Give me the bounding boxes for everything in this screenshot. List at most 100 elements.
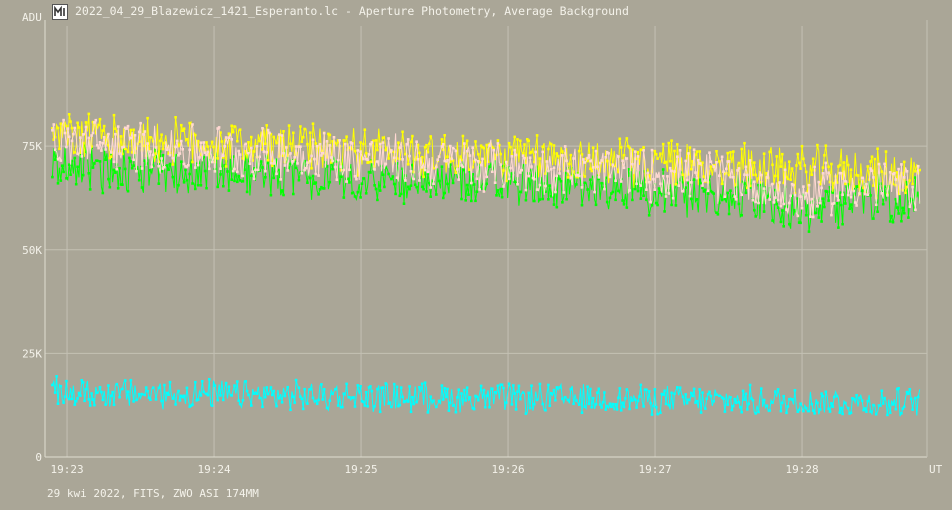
data-point xyxy=(116,187,120,190)
data-point xyxy=(55,375,58,378)
data-point xyxy=(74,182,78,186)
data-point xyxy=(670,169,673,173)
data-point xyxy=(472,183,476,186)
data-point xyxy=(893,171,896,175)
data-point xyxy=(454,149,458,153)
data-point xyxy=(320,149,323,153)
data-point xyxy=(467,193,470,196)
data-point xyxy=(528,151,532,155)
data-point xyxy=(435,165,438,169)
data-point xyxy=(739,405,742,409)
data-point xyxy=(600,159,603,162)
data-point xyxy=(76,121,79,125)
data-point xyxy=(317,398,320,402)
data-point xyxy=(757,201,760,205)
data-point xyxy=(359,141,362,144)
data-point xyxy=(189,404,193,407)
data-point xyxy=(782,202,785,206)
data-point xyxy=(586,159,589,163)
data-point xyxy=(741,389,745,393)
data-point xyxy=(479,187,483,190)
data-point xyxy=(98,160,102,163)
data-point xyxy=(196,398,200,401)
data-point xyxy=(855,185,858,188)
data-point xyxy=(430,179,434,182)
data-point xyxy=(149,136,152,139)
data-point xyxy=(846,163,850,167)
data-point xyxy=(684,174,687,177)
data-point xyxy=(877,174,881,177)
data-point xyxy=(646,171,650,175)
data-point xyxy=(178,399,182,402)
data-point xyxy=(552,203,556,206)
data-point xyxy=(726,151,729,155)
data-point xyxy=(123,379,127,382)
data-point xyxy=(477,398,480,402)
data-point xyxy=(883,162,886,166)
data-point xyxy=(803,164,807,167)
data-point xyxy=(100,149,103,152)
data-point xyxy=(233,384,236,387)
data-point xyxy=(353,405,357,408)
data-point xyxy=(614,164,617,168)
data-point xyxy=(334,141,337,145)
data-point xyxy=(370,389,374,393)
data-point xyxy=(502,386,505,390)
data-point xyxy=(84,125,88,129)
data-point xyxy=(311,138,315,142)
data-point xyxy=(289,152,292,155)
data-point xyxy=(52,123,56,126)
data-point xyxy=(772,201,776,204)
data-point xyxy=(605,404,609,408)
data-point xyxy=(824,189,828,193)
data-point xyxy=(481,145,484,149)
data-point xyxy=(723,197,727,201)
data-point xyxy=(849,411,853,415)
data-point xyxy=(771,182,774,186)
axes xyxy=(44,20,928,458)
data-point xyxy=(463,388,466,392)
data-point xyxy=(558,386,561,389)
data-point xyxy=(265,150,268,154)
data-point xyxy=(907,392,910,396)
data-point xyxy=(339,165,343,168)
data-point xyxy=(401,158,404,161)
lightcurve-app-icon[interactable] xyxy=(52,4,68,20)
data-point xyxy=(678,386,682,389)
data-point xyxy=(625,388,629,391)
data-point xyxy=(563,395,567,399)
data-point xyxy=(727,212,731,216)
data-point xyxy=(827,171,830,174)
data-point xyxy=(874,203,878,207)
data-point xyxy=(527,391,530,395)
data-point xyxy=(656,203,659,207)
data-point xyxy=(334,388,337,391)
data-point xyxy=(278,133,281,136)
data-point xyxy=(880,192,884,195)
data-point xyxy=(188,148,191,152)
data-point xyxy=(521,163,525,167)
data-point xyxy=(589,159,592,163)
data-point xyxy=(223,145,226,148)
data-point xyxy=(872,403,875,407)
data-point xyxy=(269,193,273,197)
data-point xyxy=(126,124,130,128)
data-point xyxy=(587,402,591,406)
data-point xyxy=(687,398,690,401)
data-point xyxy=(88,188,92,191)
data-point xyxy=(294,166,298,170)
data-point xyxy=(420,155,424,159)
data-point xyxy=(279,178,282,181)
data-point xyxy=(830,190,833,194)
data-point xyxy=(79,394,82,397)
data-point xyxy=(238,179,242,182)
data-point xyxy=(182,127,186,130)
data-point xyxy=(415,156,418,159)
data-point xyxy=(743,398,746,401)
data-point xyxy=(667,141,671,145)
data-point xyxy=(690,391,693,395)
data-point xyxy=(463,142,466,145)
data-point xyxy=(360,399,364,403)
data-point xyxy=(541,197,544,201)
